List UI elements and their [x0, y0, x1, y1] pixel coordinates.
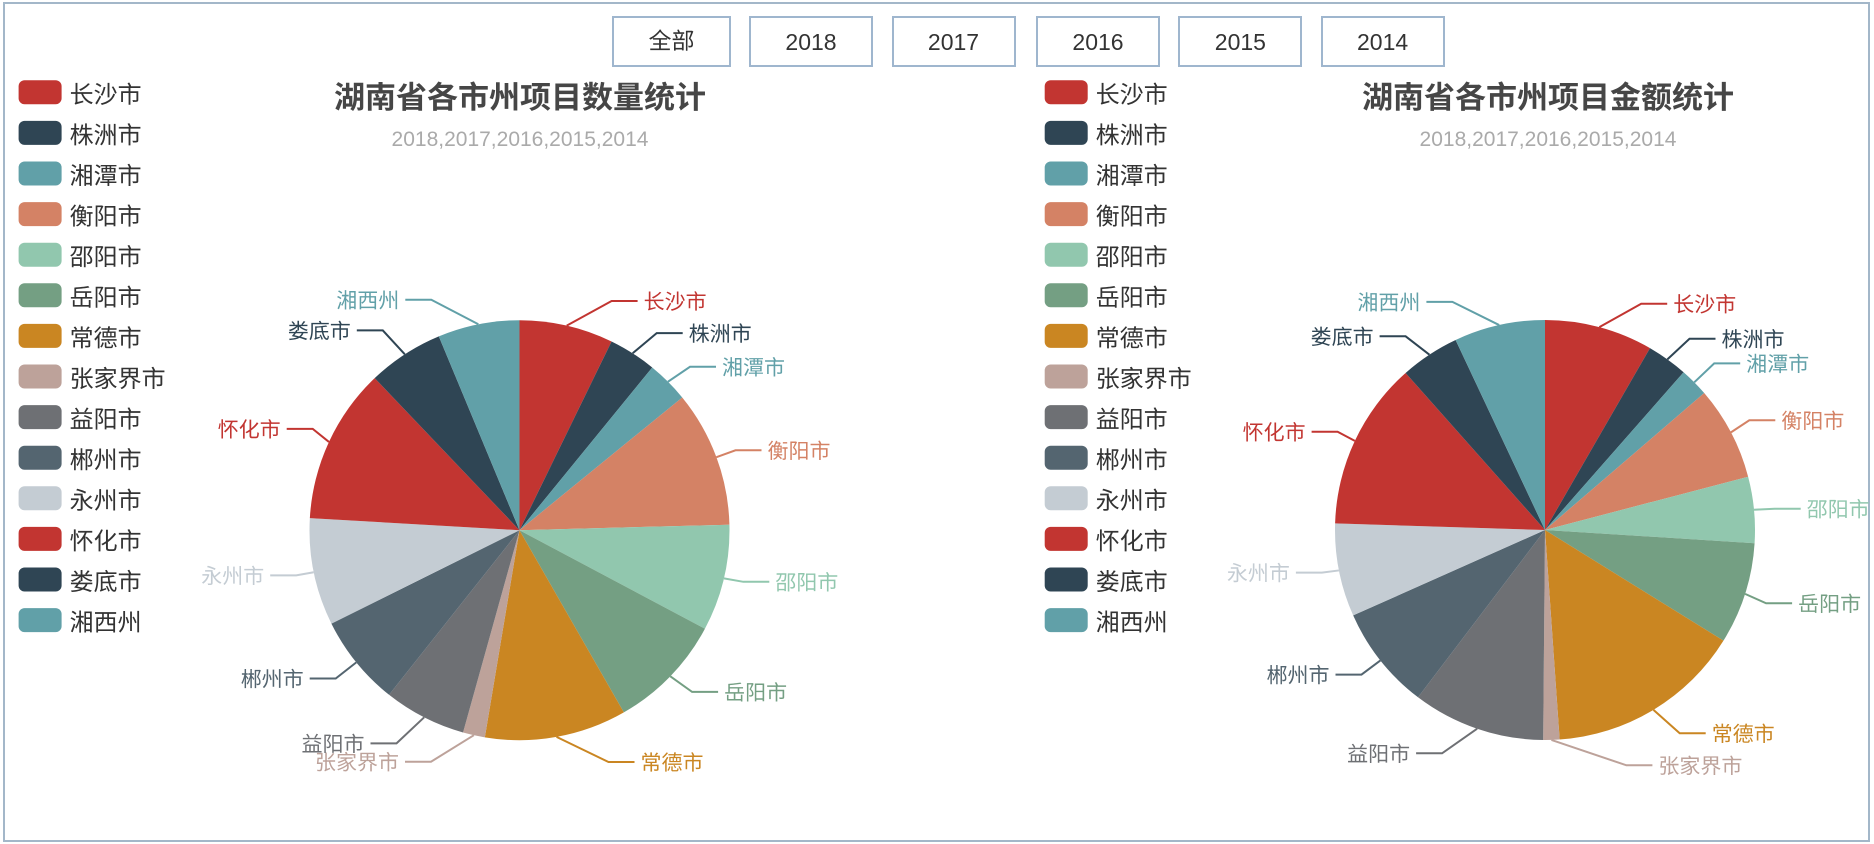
svg-text:2018,2017,2016,2015,2014: 2018,2017,2016,2015,2014	[1420, 128, 1677, 151]
svg-text:2018,2017,2016,2015,2014: 2018,2017,2016,2015,2014	[392, 128, 649, 151]
